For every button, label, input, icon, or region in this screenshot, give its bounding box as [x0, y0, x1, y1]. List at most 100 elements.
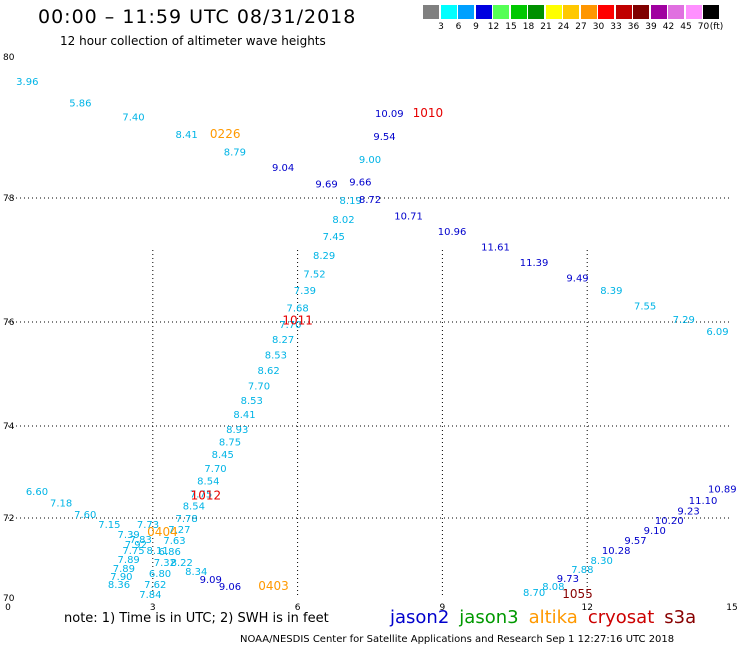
- wave-height-label: 8.54: [197, 476, 219, 487]
- wave-height-label: 7.73: [137, 520, 159, 531]
- wave-height-label: 6.60: [26, 487, 48, 498]
- x-tick-label: 3: [150, 603, 156, 613]
- wave-height-label: 7.70: [204, 464, 226, 475]
- wave-height-label: 7.83: [130, 535, 152, 546]
- wave-height-label: 8.41: [233, 410, 255, 421]
- wave-height-label: 8.36: [108, 580, 130, 591]
- wave-height-label: 9.54: [373, 132, 395, 143]
- pass-time-label: 1010: [413, 106, 444, 120]
- x-tick-label: 6: [295, 603, 301, 613]
- wave-height-label: 10.71: [394, 212, 423, 223]
- wave-height-label: 7.29: [673, 315, 695, 326]
- legend-swatch: [598, 5, 614, 19]
- wave-height-label: 10.09: [375, 109, 404, 120]
- wave-height-label: 10.96: [438, 227, 467, 238]
- legend-swatch: [668, 5, 684, 19]
- legend-label: 70: [697, 22, 710, 32]
- x-tick-label: 9: [440, 603, 446, 613]
- y-tick-label: 72: [3, 514, 14, 524]
- legend-swatch: [685, 5, 702, 19]
- wave-height-label: 7.52: [303, 269, 325, 280]
- legend-swatch: [458, 5, 474, 19]
- legend-label: 27: [575, 22, 587, 32]
- wave-height-label: 8.75: [219, 437, 241, 448]
- legend-label: 36: [627, 22, 640, 32]
- pass-time-label: 0403: [258, 579, 289, 593]
- wave-height-label: 7.70: [248, 382, 270, 393]
- wave-height-label: 7.88: [571, 565, 593, 576]
- wave-height-label: 8.22: [171, 558, 193, 569]
- wave-height-label: 7.45: [323, 232, 345, 243]
- x-tick-label: 0: [5, 603, 11, 613]
- wave-height-label: 7.75: [190, 489, 212, 500]
- credit-line: NOAA/NESDIS Center for Satellite Applica…: [240, 634, 675, 645]
- wave-height-label: 8.53: [241, 396, 263, 407]
- wave-height-label: 11.39: [520, 258, 549, 269]
- wave-height-label: 7.89: [118, 555, 140, 566]
- wave-height-label: 9.04: [272, 163, 294, 174]
- wave-height-label: 7.75: [122, 546, 144, 557]
- wave-height-label: 9.00: [359, 155, 381, 166]
- pass-time-label: 0404: [147, 525, 178, 539]
- y-tick-label: 70: [3, 594, 15, 604]
- pass-time-label: 1012: [191, 489, 222, 503]
- wave-height-label: 8.93: [226, 425, 248, 436]
- satellite-name: altika: [528, 607, 578, 628]
- legend-swatch: [440, 5, 457, 19]
- wave-height-label: 8.27: [272, 335, 294, 346]
- wave-height-label: 8.70: [523, 588, 545, 599]
- legend-label: 45: [680, 22, 692, 32]
- legend-swatch: [580, 5, 597, 19]
- legend-label: 18: [522, 22, 535, 32]
- x-tick-label: 15: [726, 603, 737, 613]
- wave-height-label: 7.89: [113, 564, 135, 575]
- wave-height-label: 8.54: [183, 502, 205, 513]
- legend-swatch: [510, 5, 527, 19]
- wave-height-label: 8.62: [258, 366, 280, 377]
- y-tick-label: 74: [3, 422, 15, 432]
- legend-swatch: [703, 5, 719, 19]
- wave-height-label: 7.90: [110, 572, 132, 583]
- wave-height-label: 7.39: [118, 530, 140, 541]
- wave-height-label: 7.60: [74, 510, 96, 521]
- wave-height-label: 3.96: [16, 77, 38, 88]
- wave-height-label: 8.45: [212, 450, 234, 461]
- wave-height-label: 9.57: [624, 536, 646, 547]
- legend-label: 3: [438, 22, 444, 32]
- legend-label: 42: [662, 22, 675, 32]
- wave-height-label: 7.18: [50, 499, 72, 510]
- wave-height-label: 7.92: [125, 540, 147, 551]
- wave-height-label: 8.29: [313, 251, 335, 262]
- wave-height-label: 7.39: [294, 286, 316, 297]
- wave-height-label: 6.86: [159, 547, 181, 558]
- legend-label: 30: [592, 22, 605, 32]
- satellite-name: cryosat: [587, 607, 655, 628]
- legend-label: 24: [557, 22, 570, 32]
- wave-height-label: 6.80: [149, 569, 171, 580]
- wave-height-label: 7.70: [279, 320, 301, 331]
- wave-height-label: 9.23: [677, 506, 699, 517]
- chart-title: 00:00 – 11:59 UTC 08/31/2018: [38, 6, 357, 28]
- legend-label: 15: [505, 22, 517, 32]
- wave-height-label: 7.84: [139, 590, 161, 601]
- wave-height-label: 8.08: [542, 582, 564, 593]
- satellite-name: jason3: [459, 607, 519, 628]
- wave-height-label: 10.89: [708, 485, 737, 496]
- y-tick-label: 78: [3, 194, 15, 204]
- legend-swatch: [528, 5, 544, 19]
- wave-height-label: 8.19: [340, 196, 362, 207]
- wave-height-label: 7.68: [286, 303, 308, 314]
- satellite-name: s3a: [664, 607, 697, 628]
- y-tick-label: 76: [3, 318, 15, 328]
- pass-time-label: 1055: [562, 587, 593, 601]
- legend-swatch: [545, 5, 562, 19]
- wave-height-label: 8.39: [600, 286, 622, 297]
- wave-height-label: 7.62: [144, 580, 166, 591]
- pass-time-label: 0226: [210, 127, 241, 141]
- legend-swatch: [650, 5, 667, 19]
- chart-subtitle: 12 hour collection of altimeter wave hei…: [60, 34, 326, 48]
- legend-swatch: [475, 5, 492, 19]
- legend-unit: (ft): [709, 22, 724, 32]
- wave-height-label: 11.61: [481, 243, 510, 254]
